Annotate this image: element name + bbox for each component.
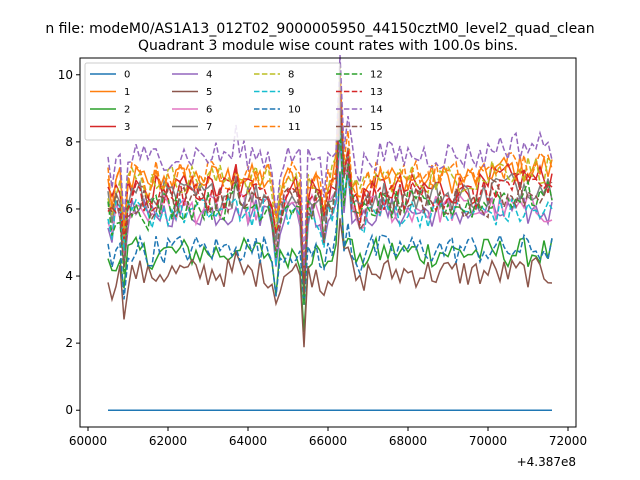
legend-label-3: 3 [124,122,130,133]
series-line-15 [107,98,553,295]
x-tick-label: 70000 [469,434,507,448]
legend-label-12: 12 [370,70,383,81]
y-tick-label: 10 [58,68,73,82]
legend-label-14: 14 [370,105,383,116]
legend-label-8: 8 [288,70,294,81]
x-tick-label: 68000 [389,434,427,448]
series-line-8 [107,65,553,275]
series-lines [107,54,553,411]
x-tick-label: 66000 [309,434,347,448]
series-line-13 [107,93,553,284]
legend-label-15: 15 [370,122,383,133]
legend-label-5: 5 [206,87,212,98]
y-tick-label: 0 [65,403,73,417]
plot-area [79,54,577,428]
chart-title: Quadrant 3 module wise count rates with … [138,38,518,54]
legend-label-13: 13 [370,87,383,98]
series-line-14 [107,54,553,271]
y-tick-label: 2 [65,336,73,350]
y-tick-label: 4 [65,269,73,283]
legend-box [84,62,341,141]
series-line-5 [107,218,553,348]
legend-label-6: 6 [206,105,212,116]
legend-label-0: 0 [124,70,130,81]
chart-suptitle: n file: modeM0/AS1A13_012T02_9000005950_… [45,21,594,37]
x-tick-label: 62000 [149,434,187,448]
series-line-10 [107,173,553,306]
y-axis: 0 2 4 6 8 10 [58,68,80,417]
legend-label-7: 7 [206,122,212,133]
legend-label-9: 9 [288,87,294,98]
series-line-11 [107,73,553,284]
x-offset-label: +4.387e8 [517,455,576,469]
legend-label-2: 2 [124,105,130,116]
series-line-3 [107,88,553,299]
legend-label-10: 10 [288,105,301,116]
x-tick-label: 64000 [229,434,267,448]
series-line-6 [107,121,553,301]
y-tick-label: 6 [65,202,73,216]
legend-label-11: 11 [288,122,301,133]
x-tick-label: 60000 [69,434,107,448]
x-axis: 60000 62000 64000 66000 68000 70000 72000 [69,427,587,448]
legend-label-4: 4 [206,70,212,81]
legend-label-1: 1 [124,87,130,98]
y-tick-label: 8 [65,135,73,149]
x-tick-label: 72000 [549,434,587,448]
